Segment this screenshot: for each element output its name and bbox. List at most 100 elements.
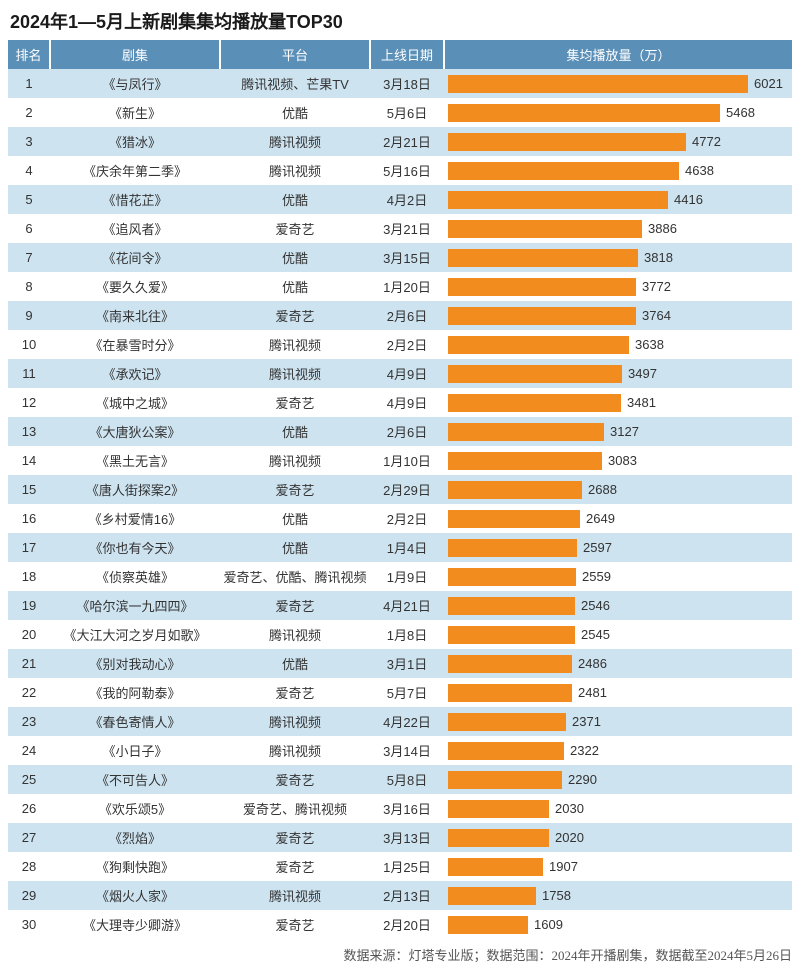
- cell-date: 1月4日: [370, 533, 444, 562]
- table-row: 8《要久久爱》优酷1月20日3772: [8, 272, 792, 301]
- plays-bar: [448, 597, 575, 615]
- table-row: 23《春色寄情人》腾讯视频4月22日2371: [8, 707, 792, 736]
- cell-platform: 爱奇艺: [220, 591, 370, 620]
- cell-date: 3月1日: [370, 649, 444, 678]
- cell-plays: 4638: [444, 156, 792, 185]
- cell-date: 4月21日: [370, 591, 444, 620]
- table-row: 9《南来北往》爱奇艺2月6日3764: [8, 301, 792, 330]
- table-row: 28《狗剩快跑》爱奇艺1月25日1907: [8, 852, 792, 881]
- cell-plays: 2559: [444, 562, 792, 591]
- col-header-date: 上线日期: [370, 40, 444, 69]
- cell-date: 1月9日: [370, 562, 444, 591]
- table-row: 22《我的阿勒泰》爱奇艺5月7日2481: [8, 678, 792, 707]
- table-row: 29《烟火人家》腾讯视频2月13日1758: [8, 881, 792, 910]
- cell-platform: 爱奇艺: [220, 678, 370, 707]
- cell-date: 1月25日: [370, 852, 444, 881]
- cell-platform: 腾讯视频: [220, 707, 370, 736]
- cell-rank: 30: [8, 910, 50, 939]
- cell-show: 《我的阿勒泰》: [50, 678, 220, 707]
- plays-bar: [448, 742, 564, 760]
- plays-value: 2290: [568, 772, 597, 787]
- table-row: 30《大理寺少卿游》爱奇艺2月20日1609: [8, 910, 792, 939]
- plays-value: 2322: [570, 743, 599, 758]
- cell-rank: 12: [8, 388, 50, 417]
- table-row: 15《唐人街探案2》爱奇艺2月29日2688: [8, 475, 792, 504]
- plays-bar: [448, 887, 536, 905]
- plays-bar: [448, 220, 642, 238]
- plays-bar: [448, 162, 679, 180]
- cell-plays: 3764: [444, 301, 792, 330]
- plays-bar: [448, 394, 621, 412]
- cell-rank: 10: [8, 330, 50, 359]
- cell-show: 《城中之城》: [50, 388, 220, 417]
- cell-rank: 26: [8, 794, 50, 823]
- cell-plays: 1907: [444, 852, 792, 881]
- cell-date: 3月14日: [370, 736, 444, 765]
- cell-rank: 4: [8, 156, 50, 185]
- cell-show: 《追风者》: [50, 214, 220, 243]
- plays-value: 1907: [549, 859, 578, 874]
- cell-show: 《要久久爱》: [50, 272, 220, 301]
- cell-rank: 13: [8, 417, 50, 446]
- cell-date: 3月15日: [370, 243, 444, 272]
- cell-platform: 腾讯视频: [220, 359, 370, 388]
- cell-date: 2月6日: [370, 301, 444, 330]
- table-row: 11《承欢记》腾讯视频4月9日3497: [8, 359, 792, 388]
- cell-date: 5月8日: [370, 765, 444, 794]
- plays-value: 3764: [642, 308, 671, 323]
- cell-plays: 4772: [444, 127, 792, 156]
- cell-plays: 2290: [444, 765, 792, 794]
- cell-show: 《春色寄情人》: [50, 707, 220, 736]
- plays-value: 2481: [578, 685, 607, 700]
- cell-platform: 爱奇艺、优酷、腾讯视频: [220, 562, 370, 591]
- plays-bar: [448, 104, 720, 122]
- cell-rank: 25: [8, 765, 50, 794]
- cell-platform: 腾讯视频: [220, 446, 370, 475]
- cell-platform: 优酷: [220, 533, 370, 562]
- cell-rank: 27: [8, 823, 50, 852]
- cell-rank: 16: [8, 504, 50, 533]
- plays-bar: [448, 307, 636, 325]
- cell-platform: 腾讯视频: [220, 881, 370, 910]
- cell-plays: 2486: [444, 649, 792, 678]
- plays-value: 4638: [685, 163, 714, 178]
- plays-bar: [448, 423, 604, 441]
- table-row: 17《你也有今天》优酷1月4日2597: [8, 533, 792, 562]
- plays-bar: [448, 655, 572, 673]
- plays-bar: [448, 191, 668, 209]
- table-row: 25《不可告人》爱奇艺5月8日2290: [8, 765, 792, 794]
- cell-platform: 优酷: [220, 417, 370, 446]
- plays-value: 2020: [555, 830, 584, 845]
- cell-platform: 腾讯视频、芒果TV: [220, 69, 370, 98]
- table-row: 1《与凤行》腾讯视频、芒果TV3月18日6021: [8, 69, 792, 98]
- cell-plays: 1758: [444, 881, 792, 910]
- cell-platform: 优酷: [220, 272, 370, 301]
- cell-show: 《大江大河之岁月如歌》: [50, 620, 220, 649]
- cell-platform: 爱奇艺: [220, 214, 370, 243]
- cell-platform: 优酷: [220, 243, 370, 272]
- cell-show: 《在暴雪时分》: [50, 330, 220, 359]
- plays-value: 3818: [644, 250, 673, 265]
- plays-value: 3886: [648, 221, 677, 236]
- cell-date: 2月13日: [370, 881, 444, 910]
- cell-plays: 4416: [444, 185, 792, 214]
- cell-show: 《南来北往》: [50, 301, 220, 330]
- cell-date: 5月16日: [370, 156, 444, 185]
- cell-rank: 2: [8, 98, 50, 127]
- plays-value: 5468: [726, 105, 755, 120]
- plays-bar: [448, 568, 576, 586]
- plays-bar: [448, 539, 577, 557]
- cell-show: 《花间令》: [50, 243, 220, 272]
- cell-plays: 3886: [444, 214, 792, 243]
- cell-rank: 17: [8, 533, 50, 562]
- plays-bar: [448, 510, 580, 528]
- cell-date: 4月22日: [370, 707, 444, 736]
- cell-show: 《承欢记》: [50, 359, 220, 388]
- cell-rank: 11: [8, 359, 50, 388]
- plays-bar: [448, 249, 638, 267]
- cell-rank: 5: [8, 185, 50, 214]
- cell-plays: 2020: [444, 823, 792, 852]
- table-row: 4《庆余年第二季》腾讯视频5月16日4638: [8, 156, 792, 185]
- cell-platform: 腾讯视频: [220, 736, 370, 765]
- cell-date: 2月2日: [370, 330, 444, 359]
